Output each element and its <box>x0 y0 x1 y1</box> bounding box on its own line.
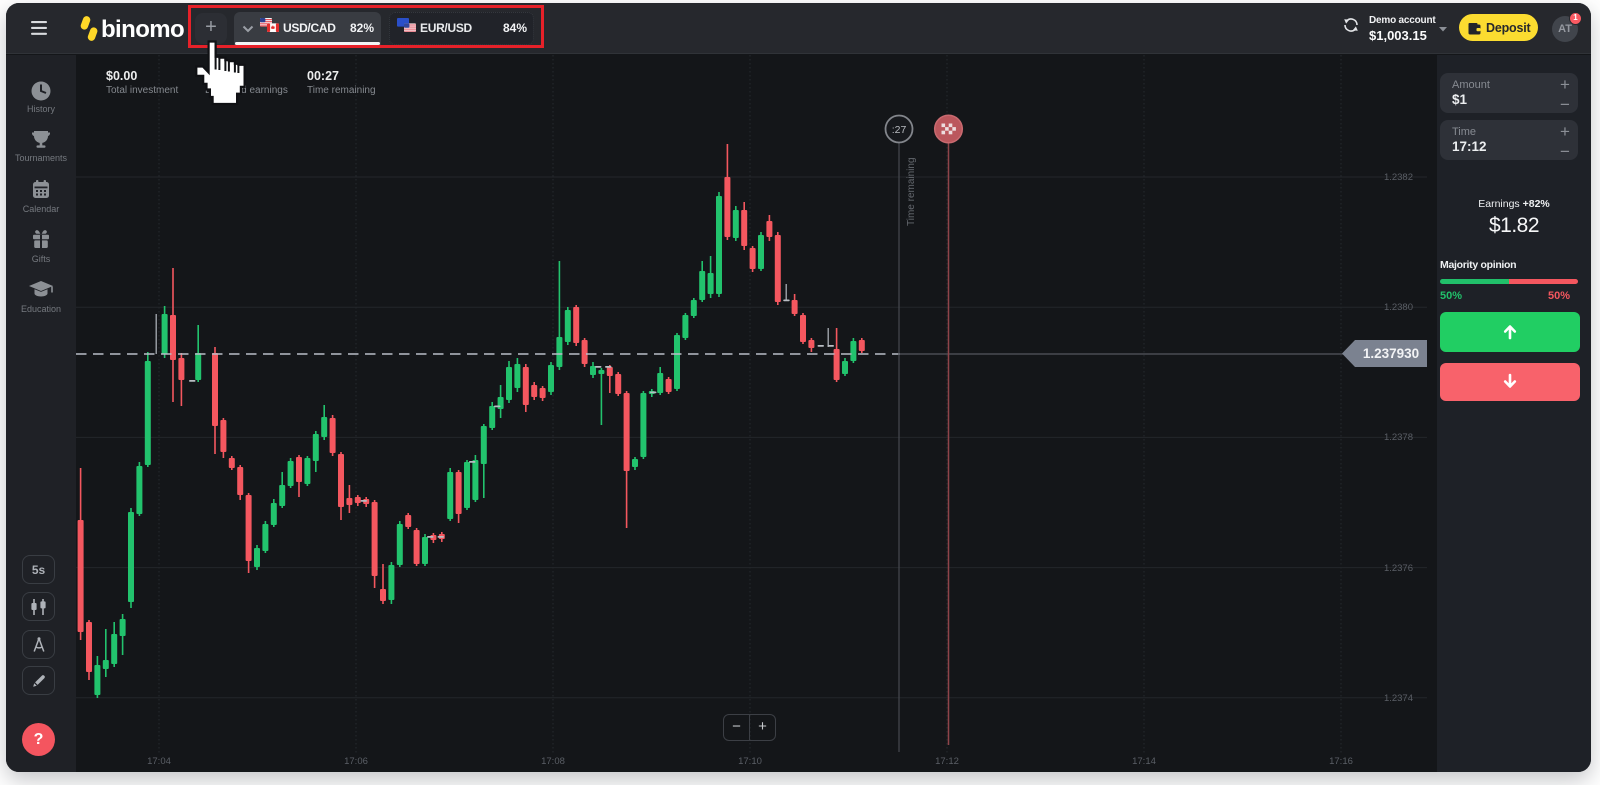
svg-text:Time remaining: Time remaining <box>906 157 917 226</box>
svg-text:17:04: 17:04 <box>147 756 171 767</box>
svg-text:1.2380: 1.2380 <box>1384 302 1413 313</box>
svg-text:17:16: 17:16 <box>1329 756 1353 767</box>
svg-text:1.2374: 1.2374 <box>1384 693 1413 704</box>
svg-text:1.237930: 1.237930 <box>1363 346 1419 361</box>
svg-text::27: :27 <box>892 124 907 136</box>
svg-text:17:08: 17:08 <box>541 756 565 767</box>
svg-text:17:14: 17:14 <box>1132 756 1156 767</box>
svg-text:1.2378: 1.2378 <box>1384 432 1413 443</box>
svg-text:17:12: 17:12 <box>935 756 959 767</box>
svg-text:1.2382: 1.2382 <box>1384 172 1413 183</box>
svg-text:17:06: 17:06 <box>344 756 368 767</box>
svg-text:1.2376: 1.2376 <box>1384 563 1413 574</box>
svg-text:17:10: 17:10 <box>738 756 762 767</box>
